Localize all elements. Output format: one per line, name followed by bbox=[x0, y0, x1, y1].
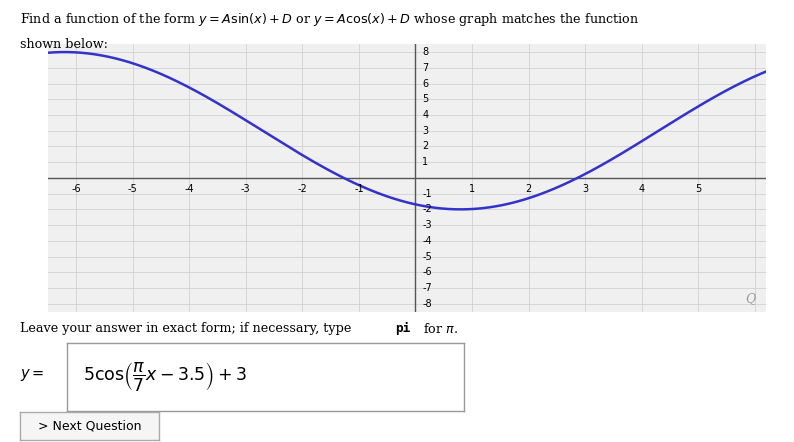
Text: -3: -3 bbox=[422, 220, 432, 230]
Text: 1: 1 bbox=[469, 184, 475, 194]
Text: 1: 1 bbox=[422, 157, 428, 167]
Text: > Next Question: > Next Question bbox=[37, 419, 141, 433]
Text: -2: -2 bbox=[298, 184, 307, 194]
Text: $5\cos\!\left(\dfrac{\pi}{7}x - 3.5\right) + 3$: $5\cos\!\left(\dfrac{\pi}{7}x - 3.5\righ… bbox=[83, 360, 248, 393]
Text: Find a function of the form $y = A\sin(x) + D$ or $y = A\cos(x) + D$ whose graph: Find a function of the form $y = A\sin(x… bbox=[20, 11, 639, 28]
Text: 4: 4 bbox=[638, 184, 645, 194]
Text: 3: 3 bbox=[582, 184, 588, 194]
Text: shown below:: shown below: bbox=[20, 38, 108, 50]
Text: -4: -4 bbox=[184, 184, 194, 194]
Text: -1: -1 bbox=[354, 184, 364, 194]
Text: 7: 7 bbox=[422, 63, 429, 73]
Text: -8: -8 bbox=[422, 299, 432, 309]
Text: 5: 5 bbox=[696, 184, 701, 194]
Text: -5: -5 bbox=[128, 184, 137, 194]
Text: -5: -5 bbox=[422, 251, 432, 262]
Text: -7: -7 bbox=[422, 283, 432, 293]
Text: 2: 2 bbox=[422, 141, 429, 152]
Text: Q: Q bbox=[746, 292, 755, 305]
Text: -2: -2 bbox=[422, 204, 432, 214]
Text: 8: 8 bbox=[422, 47, 428, 57]
Text: 4: 4 bbox=[422, 110, 428, 120]
Text: for $\pi$.: for $\pi$. bbox=[419, 322, 458, 336]
Text: -1: -1 bbox=[422, 189, 432, 198]
Text: 2: 2 bbox=[526, 184, 532, 194]
Text: -3: -3 bbox=[241, 184, 250, 194]
Text: 5: 5 bbox=[422, 94, 429, 104]
Text: 3: 3 bbox=[422, 126, 428, 136]
Text: -6: -6 bbox=[71, 184, 81, 194]
Text: -4: -4 bbox=[422, 236, 432, 246]
Text: -6: -6 bbox=[422, 267, 432, 277]
Text: pi: pi bbox=[395, 322, 410, 335]
Text: Leave your answer in exact form; if necessary, type: Leave your answer in exact form; if nece… bbox=[20, 322, 355, 335]
Text: $y =$: $y =$ bbox=[20, 366, 44, 383]
Text: 6: 6 bbox=[422, 79, 428, 88]
